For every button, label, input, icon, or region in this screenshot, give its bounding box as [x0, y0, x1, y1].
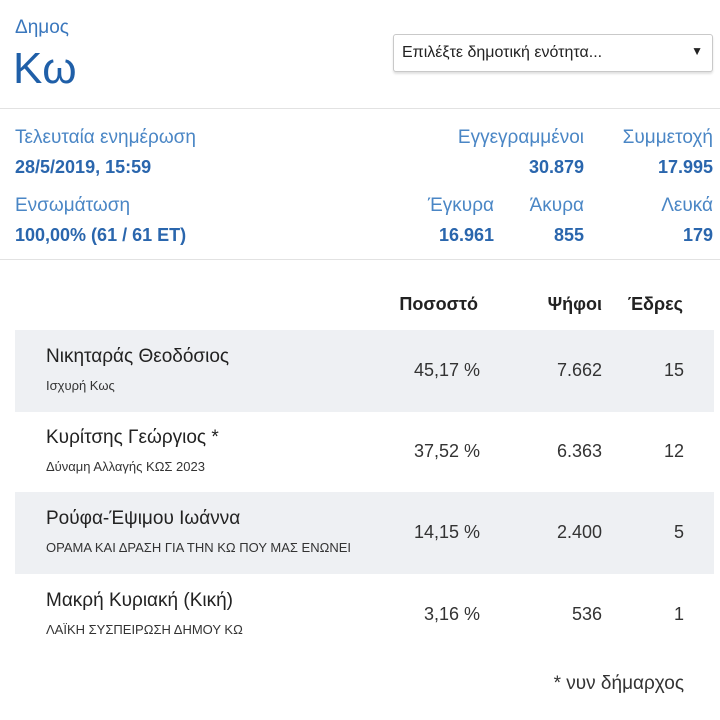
- blank-value: 179: [682, 225, 713, 245]
- votes-cell: 536: [571, 604, 602, 624]
- table-row: Νικηταράς Θεοδόσιος Ισχυρή Κως 45,17 % 7…: [15, 330, 714, 412]
- candidate-name: Νικηταράς Θεοδόσιος: [46, 346, 230, 367]
- percent-cell: 45,17 %: [413, 360, 480, 380]
- column-header-votes: Ψήφοι: [547, 294, 602, 314]
- seats-cell: 15: [663, 360, 684, 380]
- column-header-seats: Έδρες: [627, 294, 683, 314]
- valid-label: Έγκυρα: [427, 195, 494, 216]
- last-update-value: 28/5/2019, 15:59: [15, 157, 152, 177]
- party-name: ΛΑΪΚΗ ΣΥΣΠΕΙΡΩΣΗ ΔΗΜΟΥ ΚΩ: [46, 622, 243, 637]
- candidate-name: Κυρίτσης Γεώργιος *: [46, 427, 219, 448]
- votes-cell: 6.363: [556, 441, 602, 461]
- percent-cell: 37,52 %: [413, 441, 480, 461]
- votes-cell: 2.400: [556, 522, 602, 542]
- municipal-unit-select[interactable]: Επιλέξτε δημοτική ενότητα... ▼: [393, 34, 713, 72]
- region-type-label: Δημος: [15, 17, 69, 38]
- votes-cell: 7.662: [556, 360, 602, 380]
- percent-cell: 3,16 %: [423, 604, 480, 624]
- dropdown-arrow-icon: ▼: [691, 44, 703, 58]
- page-header: Δημος Κω Επιλέξτε δημοτική ενότητα... ▼: [0, 0, 720, 108]
- invalid-label: Άκυρα: [529, 195, 584, 216]
- last-update-label: Τελευταία ενημέρωση: [15, 127, 196, 148]
- valid-value: 16.961: [438, 225, 494, 245]
- incumbent-footnote: * νυν δήμαρχος: [553, 673, 684, 694]
- stats-divider: [0, 259, 720, 260]
- select-placeholder: Επιλέξτε δημοτική ενότητα...: [402, 44, 603, 61]
- incorporation-label: Ενσωμάτωση: [15, 195, 131, 216]
- table-row: Μακρή Κυριακή (Κική) ΛΑΪΚΗ ΣΥΣΠΕΙΡΩΣΗ ΔΗ…: [15, 574, 714, 656]
- incorporation-value: 100,00% (61 / 61 ΕΤ): [15, 225, 187, 245]
- percent-cell: 14,15 %: [413, 522, 480, 542]
- table-row: Κυρίτσης Γεώργιος * Δύναμη Αλλαγής ΚΩΣ 2…: [15, 411, 714, 493]
- page-title: Κω: [13, 44, 78, 93]
- party-name: ΟΡΑΜΑ ΚΑΙ ΔΡΑΣΗ ΓΙΑ ΤΗΝ ΚΩ ΠΟΥ ΜΑΣ ΕΝΩΝΕ…: [46, 540, 351, 555]
- invalid-value: 855: [553, 225, 584, 245]
- registered-value: 30.879: [528, 157, 584, 177]
- blank-label: Λευκά: [661, 195, 713, 216]
- candidate-name: Ρούφα-Έψιμου Ιωάννα: [46, 508, 241, 529]
- column-header-percent: Ποσοστό: [399, 294, 478, 314]
- turnout-label: Συμμετοχή: [622, 127, 713, 148]
- seats-cell: 1: [673, 604, 684, 624]
- header-divider: [0, 108, 720, 109]
- party-name: Ισχυρή Κως: [46, 378, 115, 393]
- party-name: Δύναμη Αλλαγής ΚΩΣ 2023: [46, 459, 205, 474]
- seats-cell: 5: [673, 522, 684, 542]
- registered-label: Εγγεγραμμένοι: [457, 127, 584, 148]
- candidate-name: Μακρή Κυριακή (Κική): [46, 590, 234, 611]
- seats-cell: 12: [663, 441, 684, 461]
- turnout-value: 17.995: [657, 157, 713, 177]
- table-row: Ρούφα-Έψιμου Ιωάννα ΟΡΑΜΑ ΚΑΙ ΔΡΑΣΗ ΓΙΑ …: [15, 492, 714, 574]
